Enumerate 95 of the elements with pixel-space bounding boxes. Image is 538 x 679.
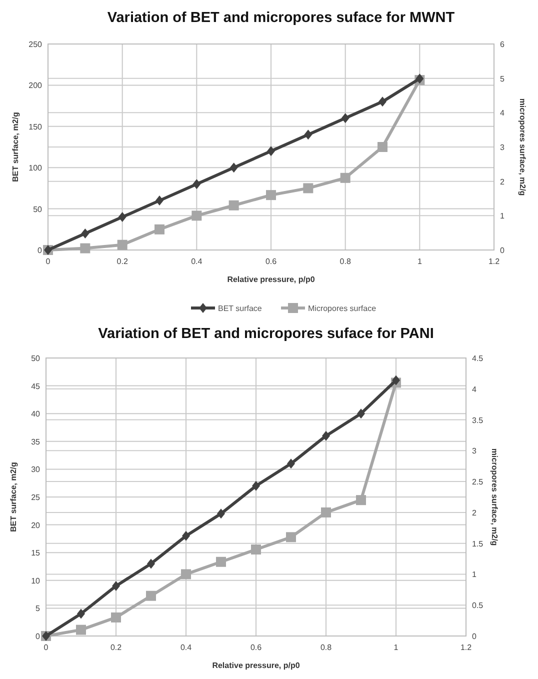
y2-tick-label: 2 bbox=[472, 508, 477, 518]
point bbox=[80, 243, 90, 254]
x-axis-title: Relative pressure, p/p0 bbox=[227, 275, 316, 284]
y2-tick-label: 1.5 bbox=[472, 539, 484, 548]
y2-tick-label: 0.5 bbox=[472, 601, 484, 610]
y-tick-label: 35 bbox=[31, 437, 41, 446]
point bbox=[392, 375, 400, 386]
y-tick-label: 200 bbox=[28, 81, 43, 90]
point bbox=[251, 544, 261, 555]
chart-title: Variation of BET and micropores suface for PANI bbox=[98, 326, 434, 342]
y2-tick-label: 4.5 bbox=[472, 354, 484, 363]
y-tick-label: 45 bbox=[31, 382, 41, 391]
point bbox=[378, 96, 386, 107]
y2-tick-label: 4 bbox=[472, 384, 477, 394]
y-tick-label: 10 bbox=[31, 576, 41, 586]
point bbox=[357, 408, 365, 419]
point bbox=[111, 612, 121, 622]
y2-tick-label: 6 bbox=[500, 40, 505, 49]
y-tick-label: 20 bbox=[31, 520, 41, 530]
x-tick-label: 0.6 bbox=[265, 257, 278, 266]
y2-tick-label: 4 bbox=[500, 108, 505, 118]
point bbox=[303, 183, 314, 194]
x-tick-label: 0 bbox=[46, 257, 51, 266]
x-tick-label: 0.8 bbox=[320, 643, 332, 652]
x-tick-label: 1 bbox=[394, 643, 399, 652]
y-tick-label: 15 bbox=[31, 548, 41, 558]
point bbox=[156, 196, 164, 206]
point bbox=[192, 179, 201, 190]
legend-label: BET surface bbox=[218, 304, 262, 313]
point bbox=[118, 212, 126, 222]
y2-tick-label: 3 bbox=[472, 446, 477, 456]
y-tick-label: 25 bbox=[31, 493, 41, 502]
y-tick-label: 40 bbox=[31, 410, 41, 419]
legend-label: Micropores surface bbox=[308, 304, 377, 313]
y-tick-label: 150 bbox=[28, 122, 43, 132]
y2-tick-label: 2.5 bbox=[472, 478, 484, 487]
y-axis-title: BET surface, m2/g bbox=[11, 112, 20, 182]
y-axis-title: BET surface, m2/g bbox=[9, 462, 18, 532]
chart-title: Variation of BET and micropores suface for MWNT bbox=[107, 10, 455, 26]
y2-tick-label: 3 bbox=[500, 143, 505, 152]
x-tick-label: 0.8 bbox=[340, 257, 352, 266]
x-tick-label: 0.6 bbox=[250, 643, 262, 652]
y-tick-label: 250 bbox=[28, 40, 43, 49]
y2-tick-label: 0 bbox=[472, 632, 477, 641]
y-tick-label: 30 bbox=[31, 465, 41, 474]
x-tick-label: 0.4 bbox=[180, 643, 192, 652]
point bbox=[266, 190, 276, 200]
x-tick-label: 0.4 bbox=[191, 257, 203, 266]
y-tick-label: 50 bbox=[33, 204, 43, 214]
point bbox=[76, 624, 86, 635]
x-tick-label: 0.2 bbox=[110, 643, 122, 652]
point bbox=[341, 113, 350, 124]
point bbox=[228, 200, 239, 210]
y2-tick-label: 1 bbox=[472, 570, 477, 580]
x-axis-title: Relative pressure, p/p0 bbox=[212, 661, 300, 670]
point bbox=[340, 172, 350, 183]
y2-tick-label: 1 bbox=[500, 212, 505, 221]
y-tick-label: 100 bbox=[28, 164, 43, 173]
point bbox=[287, 458, 295, 469]
y2-tick-label: 3.5 bbox=[472, 416, 484, 425]
y2-tick-label: 0 bbox=[500, 246, 505, 255]
y2-tick-label: 5 bbox=[500, 74, 505, 84]
point bbox=[356, 495, 366, 506]
x-tick-label: 0.2 bbox=[116, 257, 128, 266]
point bbox=[252, 480, 260, 491]
y-tick-label: 5 bbox=[36, 604, 41, 614]
point bbox=[322, 430, 330, 441]
x-tick-label: 0 bbox=[44, 643, 49, 652]
y-tick-label: 50 bbox=[31, 354, 41, 363]
x-tick-label: 1.2 bbox=[460, 643, 472, 652]
y2-axis-title: micropores surface, m2/g bbox=[490, 448, 499, 546]
x-tick-label: 1.2 bbox=[488, 257, 500, 266]
y-tick-label: 0 bbox=[36, 632, 41, 641]
point bbox=[117, 240, 128, 250]
point bbox=[147, 558, 155, 569]
point bbox=[217, 508, 225, 519]
point bbox=[112, 580, 120, 591]
point bbox=[182, 530, 190, 541]
point bbox=[192, 210, 202, 221]
point bbox=[321, 507, 331, 518]
y2-tick-label: 2 bbox=[500, 177, 505, 186]
point bbox=[378, 142, 388, 152]
y-tick-label: 0 bbox=[38, 246, 43, 255]
point bbox=[154, 224, 164, 234]
y2-axis-title: micropores surface, m2/g bbox=[518, 98, 527, 196]
point bbox=[77, 608, 85, 619]
point bbox=[286, 532, 296, 542]
point bbox=[230, 162, 238, 173]
point bbox=[146, 590, 156, 601]
point bbox=[181, 569, 191, 580]
point bbox=[304, 130, 312, 140]
point bbox=[216, 556, 226, 567]
point bbox=[81, 228, 90, 239]
point bbox=[267, 146, 275, 156]
x-tick-label: 1 bbox=[417, 257, 422, 266]
